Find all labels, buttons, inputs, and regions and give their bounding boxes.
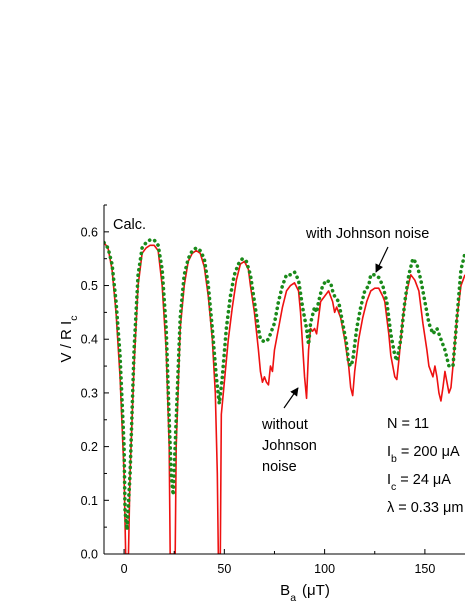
x-axis-label: Ba (μT) [280, 582, 330, 602]
calc-label: Calc. [113, 217, 146, 233]
param-symbol: I [387, 444, 391, 460]
x-axis-label-sub: a [290, 592, 296, 602]
y-axis-label-main: V / R I [58, 321, 75, 363]
y-tick-label: 0.2 [81, 440, 98, 454]
with-noise-annotation: with Johnson noise [305, 226, 429, 242]
y-tick-label: 0.5 [81, 279, 98, 293]
y-axis-label: V / R Ic [58, 316, 80, 363]
param-2: Ib = 200 μA [387, 444, 460, 465]
axes-layer: 0.0 0.1 0.2 0.3 0.4 0.5 0.6 0 50 100 150 [81, 204, 465, 576]
param-4: λ = 0.33 μm [387, 500, 463, 516]
param-subscript: c [391, 481, 396, 493]
y-tick-label: 0.4 [81, 333, 98, 347]
series-layer [104, 238, 465, 554]
y-tick-label: 0.1 [81, 494, 98, 508]
x-axis-label-main: B [280, 582, 290, 599]
param-1: N = 11 [387, 416, 429, 432]
param-symbol: N [387, 416, 397, 432]
param-symbol: λ [387, 500, 395, 516]
without-noise-line-3: noise [262, 459, 297, 475]
y-axis-label-sub: c [68, 316, 80, 321]
param-3: Ic = 24 μA [387, 472, 451, 493]
y-tick-label: 0.0 [81, 548, 98, 562]
x-tick-label: 100 [314, 562, 335, 576]
without-noise-line-2: Johnson [262, 438, 317, 454]
series-line-without-johnson-noise [104, 242, 465, 554]
without-noise-annotation: without Johnson noise [261, 417, 321, 475]
y-tick-label: 0.6 [81, 225, 98, 239]
x-tick-label: 150 [414, 562, 435, 576]
param-subscript: b [391, 453, 397, 465]
parameter-list: N = 11 Ib = 200 μA Ic = 24 μA λ = 0.33 μm [387, 416, 463, 516]
param-value: = 11 [401, 416, 429, 432]
series-line-with-johnson-noise [104, 238, 465, 531]
param-value: = 24 μA [400, 472, 451, 488]
param-symbol: I [387, 472, 391, 488]
x-axis-label-unit: (μT) [302, 582, 330, 599]
without-noise-line-1: without [261, 417, 308, 433]
with-noise-arrow [375, 246, 389, 273]
x-tick-label: 0 [121, 562, 128, 576]
y-tick-label: 0.3 [81, 386, 98, 400]
param-value: = 200 μA [401, 444, 460, 460]
x-tick-label: 50 [217, 562, 231, 576]
without-noise-arrow [283, 387, 299, 409]
param-value: = 0.33 μm [398, 500, 463, 516]
